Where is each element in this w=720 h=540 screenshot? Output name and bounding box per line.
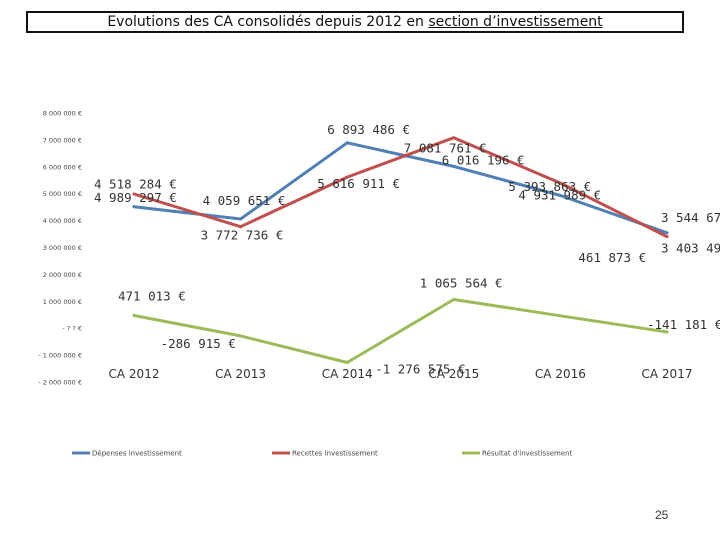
data-label: 461 873 € <box>578 250 646 265</box>
legend: Dépenses investissement Recettes investis… <box>72 450 573 458</box>
y-tick-label: 4 000 000 € <box>43 217 82 225</box>
y-tick-label: 8 000 000 € <box>43 110 82 118</box>
data-label: 6 893 486 € <box>327 122 410 137</box>
data-point <box>132 314 136 318</box>
data-label: 4 518 284 € <box>94 177 177 192</box>
data-label: 5 393 863 € <box>508 179 591 194</box>
data-labels: 4 518 284 € 4 059 651 € 6 893 486 € 6 016 1… <box>94 122 720 377</box>
data-label: 4 931 989 € <box>518 188 601 203</box>
data-label: 1 065 564 € <box>420 276 503 291</box>
y-axis: 8 000 000 € 7 000 000 € 6 000 000 € 5 000 0… <box>38 110 82 387</box>
series-line-2 <box>132 136 669 239</box>
data-point <box>558 314 562 318</box>
data-label: -141 181 € <box>647 317 720 332</box>
data-label: 7 081 761 € <box>404 141 487 156</box>
y-tick-label: - 1 000 000 € <box>38 352 82 360</box>
x-axis: CA 2012 CA 2013 CA 2014 CA 2015 CA 2016 CA 20… <box>109 367 693 381</box>
data-point <box>558 181 562 185</box>
data-point <box>345 361 349 365</box>
x-tick-label: CA 2013 <box>215 367 266 381</box>
data-label: 5 616 911 € <box>317 176 400 191</box>
legend-label: Résultat d'investissement <box>482 450 573 458</box>
chart-title-text: Evolutions des CA consolidés depuis 2012… <box>107 14 429 30</box>
data-point <box>239 217 243 221</box>
data-point <box>452 164 456 168</box>
x-tick-label: CA 2015 <box>428 367 479 381</box>
x-tick-label: CA 2012 <box>109 367 160 381</box>
x-tick-label: CA 2016 <box>535 367 586 381</box>
series-lines <box>132 136 669 365</box>
data-point <box>345 175 349 179</box>
y-tick-label: - 2 000 000 € <box>38 379 82 387</box>
y-tick-label: - ? ? € <box>62 325 82 333</box>
data-point <box>452 298 456 302</box>
data-label: 3 403 491 € <box>661 241 720 256</box>
data-label: -1 276 575 € <box>375 362 465 377</box>
data-point <box>132 205 136 209</box>
data-label: 4 059 651 € <box>203 193 286 208</box>
y-tick-label: 7 000 000 € <box>43 136 82 144</box>
legend-label: Dépenses investissement <box>92 450 182 458</box>
data-label: 3 772 736 € <box>201 228 284 243</box>
data-label: 6 016 196 € <box>442 152 525 167</box>
data-point <box>558 194 562 198</box>
x-tick-label: CA 2017 <box>642 367 693 381</box>
chart-title: Evolutions des CA consolidés depuis 2012… <box>26 11 684 33</box>
data-point <box>665 235 669 239</box>
y-tick-label: 3 000 000 € <box>43 244 82 252</box>
series-line-1 <box>132 141 669 235</box>
y-tick-label: 6 000 000 € <box>43 163 82 171</box>
series-line-3 <box>132 298 669 364</box>
data-point <box>345 141 349 145</box>
y-tick-label: 2 000 000 € <box>43 271 82 279</box>
page-number: 25 <box>655 508 669 522</box>
data-label: 4 989 297 € <box>94 190 177 205</box>
data-label: 3 544 671 € <box>661 210 720 225</box>
data-label: -286 915 € <box>161 336 236 351</box>
data-point <box>239 225 243 229</box>
legend-label: Recettes investissement <box>292 450 378 458</box>
y-tick-label: 5 000 000 € <box>43 190 82 198</box>
data-point <box>665 231 669 235</box>
data-label: 471 013 € <box>118 289 186 304</box>
chart-title-emphasis: section d’investissement <box>428 14 603 30</box>
data-point <box>665 330 669 334</box>
data-point <box>239 334 243 338</box>
data-point <box>132 192 136 196</box>
data-point <box>452 136 456 140</box>
y-tick-label: 1 000 000 € <box>43 298 82 306</box>
x-tick-label: CA 2014 <box>322 367 373 381</box>
